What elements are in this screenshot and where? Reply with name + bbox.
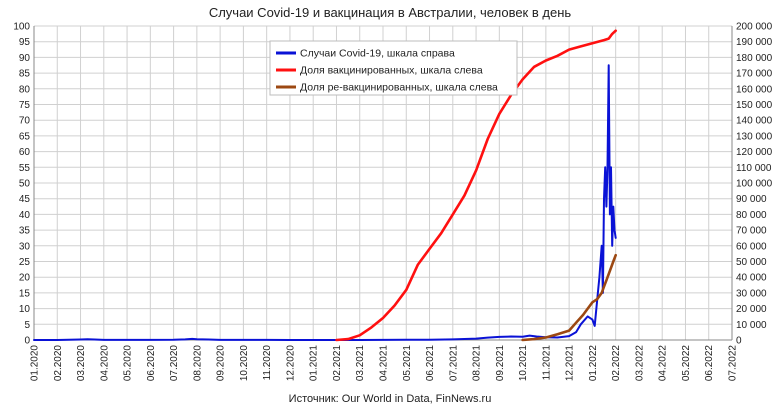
right-tick-label: 160 000 xyxy=(736,84,773,95)
series-line-2 xyxy=(335,29,618,342)
right-tick-label: 20 000 xyxy=(736,304,767,315)
legend-label-1: Случаи Covid-19, шкала справа xyxy=(300,48,455,60)
x-tick-label: 06.2022 xyxy=(704,345,715,382)
right-tick-label: 50 000 xyxy=(736,257,767,268)
right-tick-label: 60 000 xyxy=(736,241,767,252)
left-tick-label: 60 xyxy=(19,147,31,158)
x-axis-ticks: 01.2020 02.2020 03.2020 04.2020 05.2020 06.20… xyxy=(30,345,739,382)
x-tick-label: 07.2020 xyxy=(169,345,180,382)
x-tick-label: 12.2020 xyxy=(285,345,296,382)
x-tick-label: 03.2020 xyxy=(76,345,87,382)
right-tick-label: 100 000 xyxy=(736,179,773,190)
left-tick-label: 30 xyxy=(19,241,31,252)
chart-title: Случаи Covid-19 и вакцинация в Австралии… xyxy=(209,5,572,20)
legend-label-3: Доля ре-вакцинированных, шкала слева xyxy=(300,82,498,94)
x-tick-label: 03.2021 xyxy=(355,345,366,382)
left-tick-label: 90 xyxy=(19,53,31,64)
left-tick-label: 85 xyxy=(19,69,31,80)
x-tick-label: 03.2022 xyxy=(634,345,645,382)
x-tick-label: 06.2021 xyxy=(425,345,436,382)
left-axis-ticks: 0 5 10 15 20 25 30 35 40 45 50 55 60 65 70 75 80 85 90 95 10… xyxy=(13,22,30,347)
left-tick-label: 75 xyxy=(19,100,31,111)
x-tick-label: 10.2021 xyxy=(518,345,529,382)
right-tick-label: 90 000 xyxy=(736,194,767,205)
left-tick-label: 5 xyxy=(24,320,30,331)
left-tick-label: 20 xyxy=(19,273,31,284)
right-axis-ticks: 0 10 000 20 000 30 000 40 000 50 000 60 000 70 … xyxy=(736,22,773,347)
x-tick-label: 08.2021 xyxy=(472,345,483,382)
right-tick-label: 40 000 xyxy=(736,273,767,284)
right-tick-label: 10 000 xyxy=(736,320,767,331)
x-tick-label: 09.2020 xyxy=(216,345,227,382)
left-tick-label: 100 xyxy=(13,22,30,33)
left-tick-label: 40 xyxy=(19,210,31,221)
legend: Случаи Covid-19, шкала справа Доля вакцин… xyxy=(269,40,518,96)
right-tick-label: 80 000 xyxy=(736,210,767,221)
right-tick-label: 110 000 xyxy=(736,163,772,174)
x-tick-label: 04.2020 xyxy=(99,345,110,382)
x-tick-label: 01.2022 xyxy=(588,345,599,382)
x-tick-label: 04.2022 xyxy=(658,345,669,382)
left-tick-label: 45 xyxy=(19,194,31,205)
left-tick-label: 10 xyxy=(19,304,31,315)
x-tick-label: 01.2020 xyxy=(30,345,41,382)
x-tick-label: 02.2022 xyxy=(611,345,622,382)
right-tick-label: 190 000 xyxy=(736,37,773,48)
source-note: Источник: Our World in Data, FinNews.ru xyxy=(289,393,492,405)
x-tick-label: 04.2021 xyxy=(379,345,390,382)
series-line-1 xyxy=(33,64,617,341)
x-tick-label: 07.2021 xyxy=(448,345,459,382)
left-tick-label: 0 xyxy=(24,336,30,347)
x-tick-label: 11.2020 xyxy=(262,345,273,381)
left-tick-label: 80 xyxy=(19,84,31,95)
left-tick-label: 15 xyxy=(19,288,31,299)
x-tick-label: 07.2022 xyxy=(728,345,739,382)
x-tick-label: 09.2021 xyxy=(495,345,506,382)
x-tick-label: 06.2020 xyxy=(146,345,157,382)
right-tick-label: 170 000 xyxy=(736,69,773,80)
right-tick-label: 200 000 xyxy=(736,22,773,33)
left-tick-label: 25 xyxy=(19,257,31,268)
right-tick-label: 140 000 xyxy=(736,116,773,127)
x-tick-label: 05.2022 xyxy=(681,345,692,382)
legend-label-2: Доля вакцинированных, шкала слева xyxy=(300,65,483,77)
right-tick-label: 30 000 xyxy=(736,288,767,299)
series-lines xyxy=(33,29,618,342)
left-tick-label: 70 xyxy=(19,116,31,127)
x-tick-label: 01.2021 xyxy=(309,345,320,382)
left-tick-label: 55 xyxy=(19,163,31,174)
x-tick-label: 12.2021 xyxy=(565,345,576,382)
left-tick-label: 65 xyxy=(19,131,31,142)
legend-box xyxy=(269,40,518,96)
x-tick-label: 08.2020 xyxy=(192,345,203,382)
series-line-3 xyxy=(521,253,618,342)
right-tick-label: 180 000 xyxy=(736,53,773,64)
x-tick-label: 02.2020 xyxy=(53,345,64,382)
right-tick-label: 70 000 xyxy=(736,226,767,237)
x-tick-label: 05.2020 xyxy=(123,345,134,382)
left-tick-label: 95 xyxy=(19,37,31,48)
right-tick-label: 120 000 xyxy=(736,147,773,158)
right-tick-label: 0 xyxy=(736,336,742,347)
left-tick-label: 35 xyxy=(19,226,31,237)
x-tick-label: 11.2021 xyxy=(541,345,552,381)
x-tick-label: 02.2021 xyxy=(332,345,343,382)
right-tick-label: 150 000 xyxy=(736,100,773,111)
x-tick-label: 10.2020 xyxy=(239,345,250,382)
x-tick-label: 05.2021 xyxy=(402,345,413,382)
left-tick-label: 50 xyxy=(19,179,31,190)
right-tick-label: 130 000 xyxy=(736,131,773,142)
